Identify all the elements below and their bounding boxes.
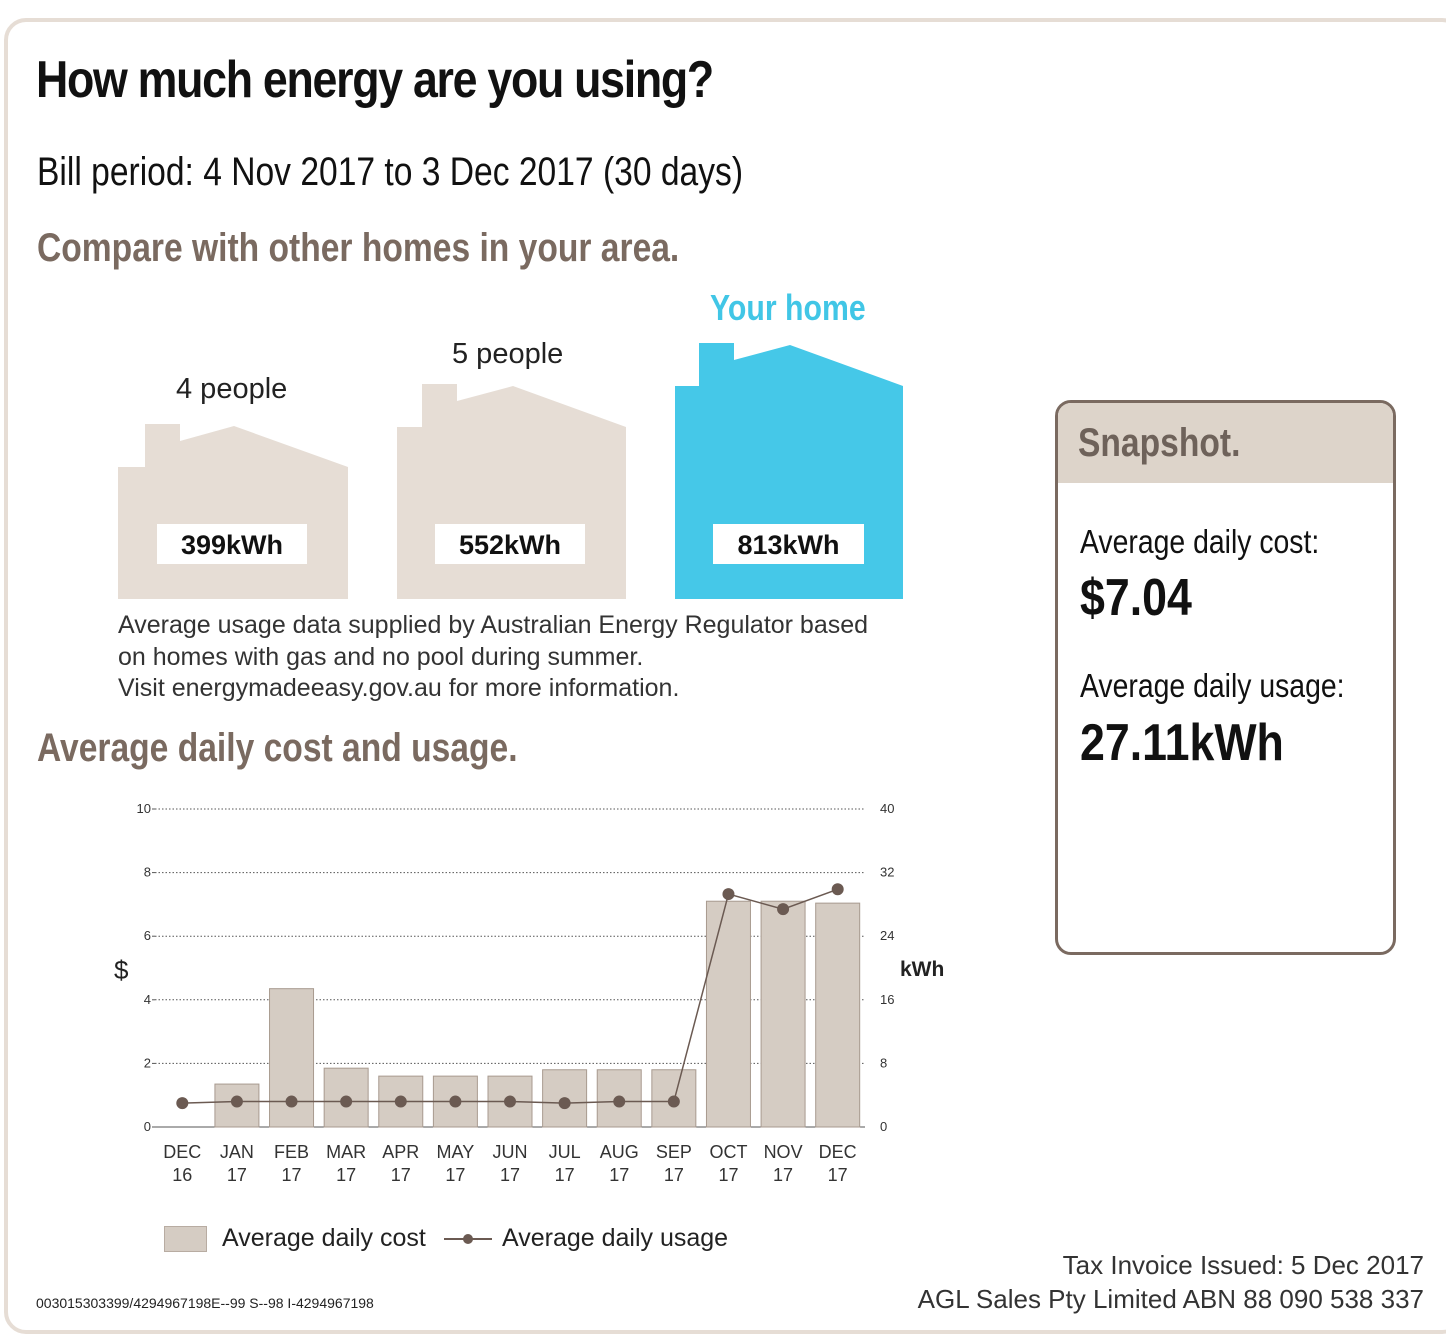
left-tick-label: 0 — [144, 1119, 151, 1134]
avg-daily-usage-value: 27.11kWh — [1080, 714, 1284, 772]
right-tick-label: 24 — [880, 928, 894, 943]
right-tick-label: 16 — [880, 992, 894, 1007]
x-tick-month: JAN — [220, 1142, 254, 1162]
x-tick-month: OCT — [709, 1142, 747, 1162]
cost-bar — [760, 900, 806, 1128]
usage-point — [340, 1095, 353, 1108]
left-tick-label: 4 — [144, 992, 151, 1007]
page-frame — [4, 18, 1446, 1334]
chart-heading: Average daily cost and usage. — [37, 726, 518, 770]
x-tick-month: DEC — [819, 1142, 857, 1162]
left-tick-label: 10 — [137, 801, 151, 816]
usage-point — [176, 1097, 189, 1110]
x-tick-year: 17 — [664, 1165, 684, 1185]
x-tick-year: 17 — [773, 1165, 793, 1185]
x-tick-month: JUN — [493, 1142, 528, 1162]
left-tick-label: 8 — [144, 865, 151, 880]
x-tick-year: 17 — [336, 1165, 356, 1185]
usage-point — [285, 1095, 298, 1108]
usage-point — [394, 1095, 407, 1108]
y-axis-label-right: kWh — [900, 958, 944, 981]
usage-note: Average usage data supplied by Australia… — [118, 610, 868, 705]
avg-daily-usage-label: Average daily usage: — [1080, 667, 1345, 704]
tax-invoice-issued: Tax Invoice Issued: 5 Dec 2017 — [1062, 1250, 1424, 1280]
usage-note-line: Average usage data supplied by Australia… — [118, 611, 869, 639]
house-5-people-value: 552kWh — [435, 524, 585, 564]
usage-point — [831, 883, 844, 896]
x-tick-year: 17 — [391, 1165, 411, 1185]
cost-bar — [705, 900, 751, 1128]
house-4-people-icon — [118, 424, 348, 599]
right-tick-label: 32 — [880, 865, 894, 880]
x-tick-month: JUL — [549, 1142, 581, 1162]
y-axis-label-left: $ — [114, 955, 129, 985]
x-tick-year: 17 — [282, 1165, 302, 1185]
page-title: How much energy are you using? — [36, 51, 714, 109]
x-tick-year: 16 — [172, 1165, 192, 1185]
x-tick-year: 17 — [445, 1165, 465, 1185]
house-5-people-label: 5 people — [452, 338, 564, 370]
usage-point — [504, 1095, 516, 1108]
cost-bar — [815, 902, 861, 1128]
x-tick-year: 17 — [227, 1165, 247, 1185]
your-home-label: Your home — [710, 287, 866, 328]
legend-cost-label: Average daily cost — [222, 1224, 426, 1252]
usage-point — [777, 903, 790, 916]
snapshot-header — [1058, 403, 1393, 483]
snapshot-panel: Snapshot. Average daily cost: $7.04 Aver… — [1055, 400, 1396, 955]
x-tick-month: FEB — [274, 1142, 309, 1162]
company-abn: AGL Sales Pty Limited ABN 88 090 538 337 — [917, 1284, 1424, 1314]
x-tick-month: MAR — [326, 1142, 366, 1162]
usage-note-line: Visit energymadeeasy.gov.au for more inf… — [118, 674, 680, 702]
legend-cost-swatch — [164, 1226, 207, 1252]
avg-daily-cost-value: $7.04 — [1080, 569, 1192, 627]
house-5-people-icon — [397, 384, 626, 599]
house-4-people-label: 4 people — [176, 373, 288, 405]
right-tick-label: 8 — [880, 1055, 887, 1070]
x-tick-month: APR — [382, 1142, 419, 1162]
usage-point — [230, 1095, 243, 1108]
your-home-value: 813kWh — [713, 524, 864, 564]
compare-heading: Compare with other homes in your area. — [37, 226, 680, 270]
snapshot-title: Snapshot. — [1078, 421, 1241, 465]
usage-note-line: on homes with gas and no pool during sum… — [118, 642, 644, 671]
house-4-people-value: 399kWh — [157, 524, 307, 564]
x-tick-year: 17 — [609, 1165, 629, 1185]
x-tick-year: 17 — [828, 1165, 848, 1185]
x-tick-month: DEC — [163, 1142, 201, 1162]
right-tick-label: 40 — [880, 801, 894, 816]
usage-point — [558, 1097, 571, 1110]
x-tick-month: SEP — [656, 1142, 692, 1162]
usage-point — [667, 1095, 680, 1108]
usage-point — [722, 888, 735, 901]
usage-point — [449, 1095, 462, 1108]
x-tick-year: 17 — [500, 1165, 520, 1185]
x-tick-month: MAY — [437, 1142, 475, 1162]
left-tick-label: 6 — [144, 928, 151, 943]
x-tick-year: 17 — [555, 1165, 575, 1185]
x-tick-month: AUG — [600, 1142, 639, 1162]
x-tick-year: 17 — [718, 1165, 738, 1185]
document-code: 003015303399/4294967198E--99 S--98 I-429… — [36, 1295, 374, 1311]
left-tick-label: 2 — [144, 1055, 151, 1070]
legend-usage-line-icon — [444, 1234, 492, 1244]
usage-point — [613, 1095, 626, 1108]
legend-usage-label: Average daily usage — [502, 1224, 729, 1252]
x-tick-month: NOV — [764, 1142, 803, 1162]
avg-daily-cost-label: Average daily cost: — [1080, 523, 1320, 560]
right-tick-label: 0 — [880, 1119, 887, 1134]
bill-period: Bill period: 4 Nov 2017 to 3 Dec 2017 (3… — [37, 150, 744, 194]
